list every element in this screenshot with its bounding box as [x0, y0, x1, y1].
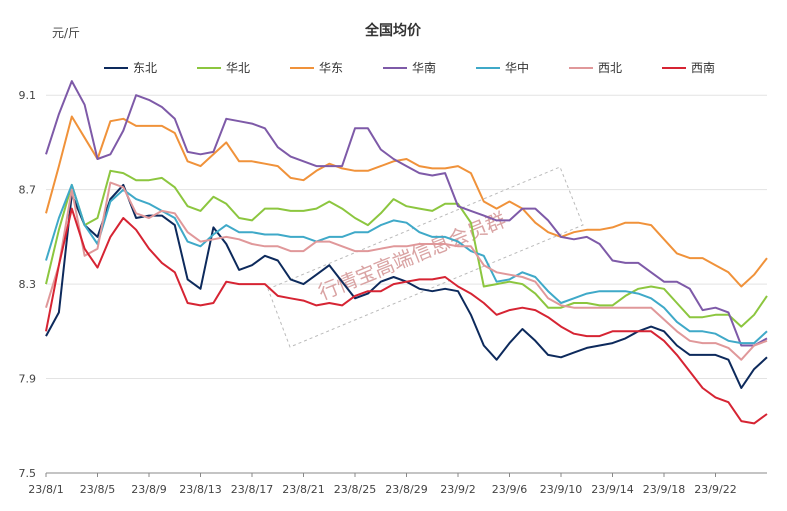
x-tick-label: 23/9/22: [694, 483, 736, 496]
x-tick-label: 23/8/21: [282, 483, 324, 496]
x-tick-label: 23/8/9: [131, 483, 166, 496]
watermark-text: 行情宝高端信息会员群: [315, 207, 509, 304]
legend-label: 西北: [598, 61, 622, 75]
series-line-5: [45, 181, 768, 361]
chart-title: 全国均价: [364, 22, 422, 39]
x-tick-label: 23/9/14: [591, 483, 633, 496]
legend-label: 华北: [226, 61, 250, 75]
series-line-6: [45, 207, 768, 425]
series-line-2: [45, 115, 768, 288]
x-tick-label: 23/8/1: [28, 483, 63, 496]
x-tick-label: 23/9/18: [643, 483, 685, 496]
legend-label: 华东: [319, 61, 343, 75]
x-tick-label: 23/8/13: [179, 483, 221, 496]
y-tick-label: 8.3: [19, 278, 37, 291]
x-axis: 23/8/1 23/8/5 23/8/9 23/8/13 23/8/17 23/8/21 2…: [28, 472, 767, 496]
series-line-1: [45, 169, 768, 328]
x-tick-label: 23/8/5: [80, 483, 115, 496]
y-tick-label: 7.9: [19, 373, 37, 386]
x-tick-label: 23/8/29: [385, 483, 427, 496]
x-tick-label: 23/9/6: [492, 483, 527, 496]
legend-label: 东北: [133, 61, 157, 75]
y-tick-label: 7.5: [19, 467, 37, 480]
y-tick-label: 8.7: [19, 184, 37, 197]
x-tick-label: 23/9/10: [540, 483, 582, 496]
watermark: 行情宝高端信息会员群: [267, 166, 584, 348]
y-tick-label: 9.1: [19, 89, 37, 102]
x-tick-label: 23/8/17: [231, 483, 273, 496]
legend: 东北 华北 华东 华南 华中 西北 西南: [104, 60, 715, 75]
legend-label: 华南: [412, 60, 436, 75]
legend-label: 西南: [691, 60, 715, 75]
y-axis: 7.5 7.9 8.3 8.7 9.1: [19, 89, 37, 480]
series-line-4: [45, 183, 768, 345]
x-tick-label: 23/9/2: [440, 483, 475, 496]
x-tick-label: 23/8/25: [334, 483, 376, 496]
grid-lines: [46, 94, 767, 380]
series-line-3: [45, 80, 768, 347]
legend-label: 华中: [505, 60, 529, 75]
series-lines: [45, 80, 768, 425]
unit-label: 元/斤: [52, 26, 80, 40]
